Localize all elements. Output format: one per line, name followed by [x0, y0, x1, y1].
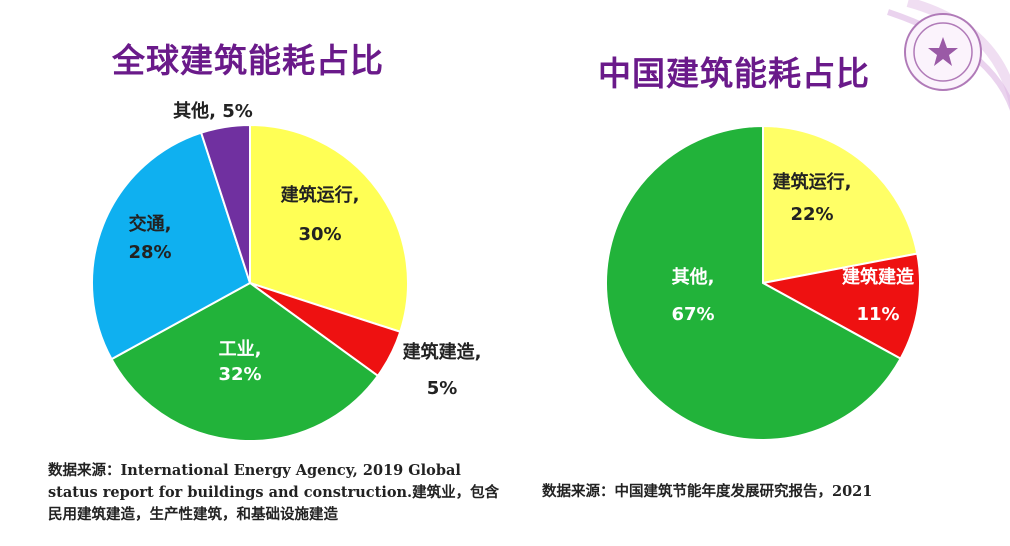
slice-value-label: 32% [218, 364, 261, 385]
slice-value-label: 28% [128, 242, 171, 263]
slice-value-label: 22% [790, 204, 833, 225]
slice-name-label: 建筑建造 [842, 266, 914, 288]
pie-slice [249, 123, 409, 334]
source-note-china: 数据来源：中国建筑节能年度发展研究报告，2021 [542, 483, 873, 500]
pie-slice [199, 123, 251, 284]
slice-name-label: 交通, [129, 213, 172, 235]
chart-title-global: 全球建筑能耗占比 [112, 41, 384, 80]
pie-slice [760, 252, 921, 360]
slice-name-label: 建筑运行, [281, 184, 360, 206]
slice-name-label: 建筑运行, [773, 171, 852, 193]
slice-name-label: 工业, [219, 339, 262, 360]
slice-value-label: 30% [298, 224, 341, 245]
chart-title-china: 中国建筑能耗占比 [598, 54, 870, 93]
source-note-global: 数据来源：International Energy Agency, 2019 G… [48, 462, 500, 523]
pie-slice [762, 124, 919, 285]
pie-slice [605, 124, 902, 441]
pie-slice [91, 131, 252, 361]
pie-slice [110, 281, 380, 442]
slice-value-label: 67% [671, 304, 714, 325]
slice-name-label: 建筑建造, [403, 341, 482, 363]
slice-name-label: 其他, 5% [173, 100, 253, 122]
university-seal-icon [887, 0, 1010, 111]
slice-value-label: 11% [856, 304, 899, 325]
slice-name-label: 其他, [672, 266, 715, 288]
slice-value-label: 5% [427, 378, 458, 399]
